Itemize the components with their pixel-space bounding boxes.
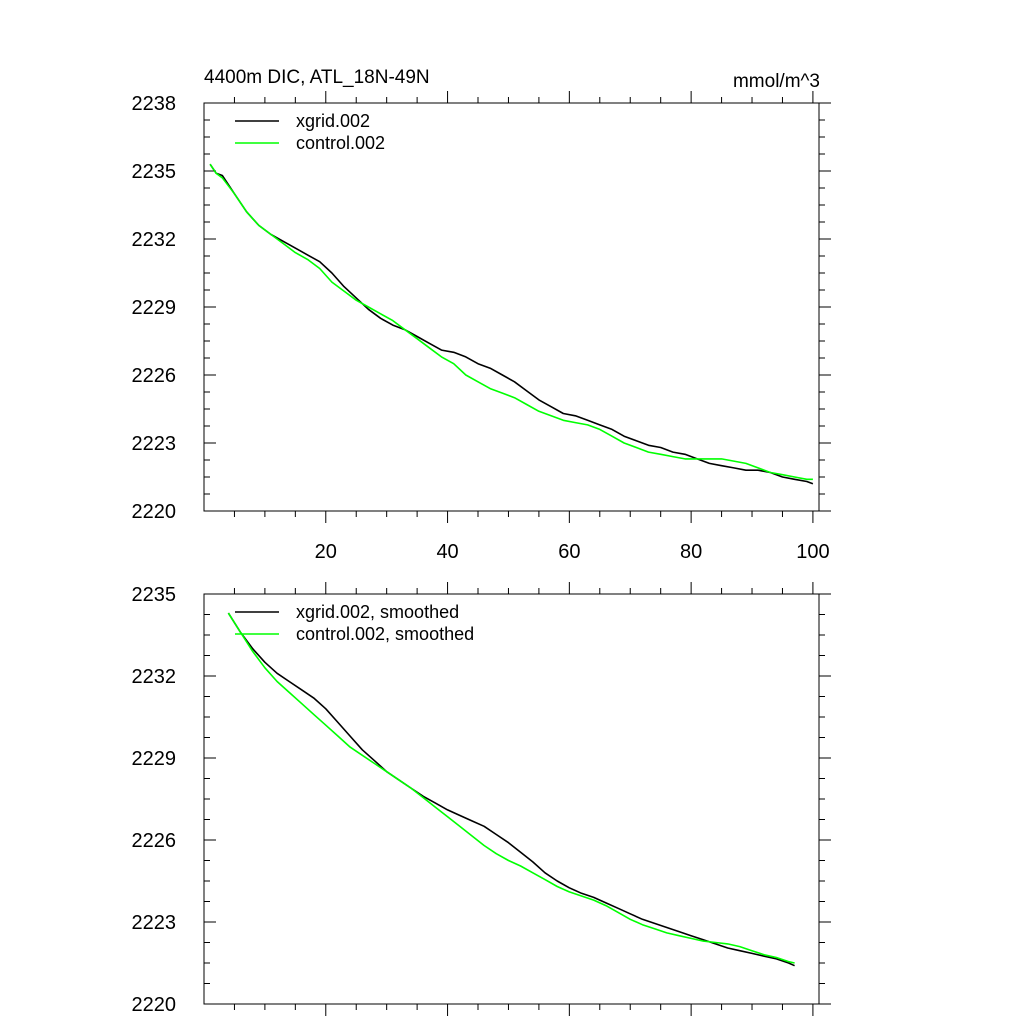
top-y-tick-label: 2235 bbox=[132, 161, 177, 183]
top-chart-units: mmol/m^3 bbox=[733, 71, 820, 92]
top-x-tick-label: 80 bbox=[680, 541, 702, 563]
bottom-legend-label: xgrid.002, smoothed bbox=[296, 602, 459, 622]
top-x-tick-label: 40 bbox=[436, 541, 458, 563]
top-legend-label: control.002 bbox=[296, 133, 385, 153]
bottom-series-xgrid bbox=[227, 612, 795, 967]
top-y-tick-label: 2238 bbox=[132, 93, 177, 115]
bottom-y-tick-label: 2229 bbox=[132, 748, 177, 770]
bottom-legend-label: control.002, smoothed bbox=[296, 624, 474, 644]
bottom-y-tick-label: 2223 bbox=[132, 912, 177, 934]
top-series-lines bbox=[209, 163, 814, 485]
top-axes: 2220 2223 2226 2229 2232 2235 2238 20 40 60 80 100 bbox=[132, 91, 831, 563]
top-series-xgrid bbox=[209, 163, 814, 485]
bottom-plot-frame bbox=[203, 593, 820, 1005]
bottom-y-tick-label: 2220 bbox=[132, 994, 177, 1016]
bottom-y-tick-label: 2232 bbox=[132, 666, 177, 688]
top-y-tick-label: 2220 bbox=[132, 501, 177, 523]
top-y-tick-label: 2223 bbox=[132, 433, 177, 455]
bottom-y-tick-label: 2235 bbox=[132, 584, 177, 606]
bottom-panel: 2220 2223 2226 2229 2232 2235 xgrid.002, smoo… bbox=[132, 582, 831, 1016]
bottom-series-lines bbox=[227, 612, 795, 967]
top-y-tick-label: 2232 bbox=[132, 229, 177, 251]
top-y-tick-label: 2226 bbox=[132, 365, 177, 387]
top-legend-label: xgrid.002 bbox=[296, 111, 370, 131]
bottom-series-control bbox=[227, 612, 795, 964]
top-y-tick-label: 2229 bbox=[132, 297, 177, 319]
top-x-tick-label: 60 bbox=[558, 541, 580, 563]
top-x-tick-label: 20 bbox=[315, 541, 337, 563]
top-x-tick-label: 100 bbox=[796, 541, 829, 563]
top-plot-frame bbox=[203, 102, 820, 512]
bottom-axes: 2220 2223 2226 2229 2232 2235 bbox=[132, 582, 831, 1016]
top-series-control bbox=[209, 163, 813, 481]
bottom-y-tick-label: 2226 bbox=[132, 830, 177, 852]
top-chart-title: 4400m DIC, ATL_18N-49N bbox=[204, 67, 430, 88]
top-panel: 4400m DIC, ATL_18N-49N mmol/m^3 2220 2223… bbox=[132, 67, 831, 563]
